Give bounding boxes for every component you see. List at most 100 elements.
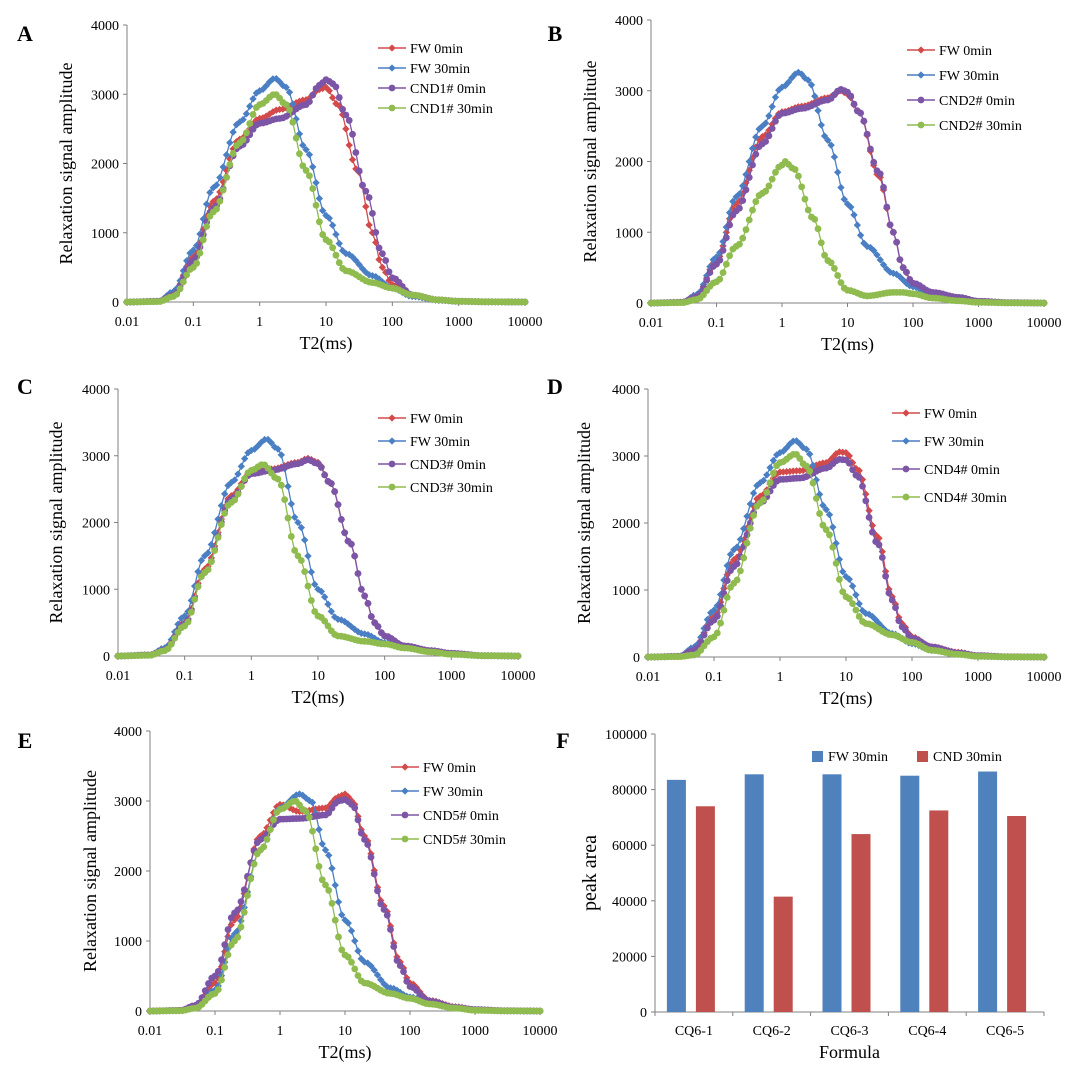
data-point bbox=[264, 464, 272, 472]
y-tick-label: 2000 bbox=[91, 158, 119, 173]
data-point bbox=[878, 554, 886, 561]
data-point bbox=[318, 876, 326, 884]
data-point bbox=[374, 887, 381, 895]
y-tick-label: 2000 bbox=[114, 865, 142, 880]
data-point bbox=[729, 197, 737, 206]
data-point bbox=[217, 521, 225, 528]
data-point bbox=[382, 257, 390, 264]
data-point bbox=[849, 600, 856, 608]
y-tick-label: 0 bbox=[640, 1006, 647, 1021]
x-tick-label: CQ6-5 bbox=[986, 1024, 1024, 1039]
data-point bbox=[328, 94, 337, 102]
data-point bbox=[176, 285, 184, 293]
data-point bbox=[237, 482, 245, 490]
y-tick-label: 0 bbox=[135, 1005, 142, 1020]
data-point bbox=[726, 221, 733, 229]
data-point bbox=[850, 100, 858, 108]
data-point bbox=[301, 568, 309, 576]
x-tick-label: 10000 bbox=[508, 315, 543, 330]
data-point bbox=[338, 946, 346, 954]
x-tick-label: 1 bbox=[779, 316, 786, 331]
legend-label: FW 30min bbox=[939, 69, 999, 84]
data-point bbox=[733, 543, 741, 551]
data-point bbox=[802, 445, 811, 453]
x-tick-label: 0.01 bbox=[138, 1024, 163, 1039]
data-point bbox=[214, 967, 222, 975]
bar bbox=[744, 774, 764, 1012]
data-point bbox=[246, 102, 254, 110]
data-point bbox=[220, 490, 229, 498]
y-tick-label: 3000 bbox=[82, 450, 110, 465]
data-point bbox=[717, 619, 724, 627]
data-point bbox=[739, 234, 747, 242]
data-point bbox=[749, 161, 756, 169]
data-point bbox=[289, 118, 297, 126]
data-point bbox=[364, 600, 372, 607]
x-tick-label: 1 bbox=[256, 315, 263, 330]
series-line bbox=[150, 798, 540, 1012]
data-point bbox=[809, 479, 817, 487]
data-point bbox=[833, 168, 842, 176]
x-tick-label: 10 bbox=[841, 316, 855, 331]
data-point bbox=[221, 941, 229, 949]
data-point bbox=[375, 255, 383, 264]
data-point bbox=[341, 529, 349, 537]
legend-marker bbox=[388, 84, 396, 92]
data-point bbox=[325, 238, 333, 246]
data-point bbox=[726, 550, 735, 559]
legend-label: CND2# 0min bbox=[939, 94, 1015, 109]
data-point bbox=[860, 117, 868, 125]
y-tick-label: 4000 bbox=[615, 14, 643, 29]
panel-label: B bbox=[548, 21, 563, 46]
y-tick-label: 4000 bbox=[82, 383, 110, 398]
data-point bbox=[814, 225, 822, 233]
x-tick-label: 10000 bbox=[1027, 316, 1062, 331]
data-point bbox=[763, 471, 771, 479]
data-point bbox=[312, 201, 320, 209]
y-tick-label: 100000 bbox=[605, 728, 647, 743]
data-point bbox=[344, 919, 352, 927]
data-point bbox=[194, 583, 202, 590]
panel-d: D 0 1000 2000 3000 4000 0.01 0.1 1 10 100 1000 10000… bbox=[547, 374, 1061, 709]
data-point bbox=[322, 881, 329, 889]
data-point bbox=[385, 268, 393, 276]
x-axis-label: T2(ms) bbox=[820, 688, 873, 709]
data-point bbox=[819, 501, 827, 510]
data-point bbox=[260, 843, 268, 851]
data-point bbox=[329, 244, 337, 252]
data-point bbox=[354, 570, 362, 577]
data-point bbox=[740, 554, 748, 562]
data-point bbox=[837, 183, 845, 192]
data-point bbox=[770, 469, 777, 477]
data-point bbox=[880, 183, 887, 191]
data-point bbox=[335, 933, 342, 941]
data-point bbox=[892, 604, 899, 611]
data-point bbox=[768, 102, 776, 111]
data-point bbox=[218, 976, 225, 984]
legend-label: CND4# 30min bbox=[924, 491, 1007, 506]
data-point bbox=[249, 111, 257, 118]
x-axis-label: T2(ms) bbox=[300, 333, 353, 354]
data-point bbox=[167, 640, 175, 648]
data-point bbox=[339, 105, 346, 113]
y-axis-label: Relaxation signal amplitude bbox=[580, 61, 600, 263]
data-point bbox=[312, 845, 320, 853]
data-point bbox=[324, 600, 332, 608]
data-point bbox=[349, 130, 356, 138]
data-point bbox=[886, 221, 894, 229]
series-cnd30 bbox=[146, 797, 544, 1015]
y-tick-label: 0 bbox=[636, 297, 643, 312]
data-point bbox=[375, 244, 383, 252]
data-point bbox=[309, 163, 317, 171]
data-point bbox=[817, 121, 825, 129]
data-point bbox=[219, 163, 227, 171]
y-tick-label: 2000 bbox=[82, 517, 110, 532]
data-point bbox=[746, 524, 754, 532]
legend-label: FW 30min bbox=[423, 785, 483, 800]
data-point bbox=[769, 456, 778, 465]
legend-item: FW 0min bbox=[907, 44, 992, 59]
data-point bbox=[749, 489, 758, 497]
data-point bbox=[742, 226, 750, 234]
data-point bbox=[814, 106, 822, 115]
data-point bbox=[761, 119, 770, 127]
